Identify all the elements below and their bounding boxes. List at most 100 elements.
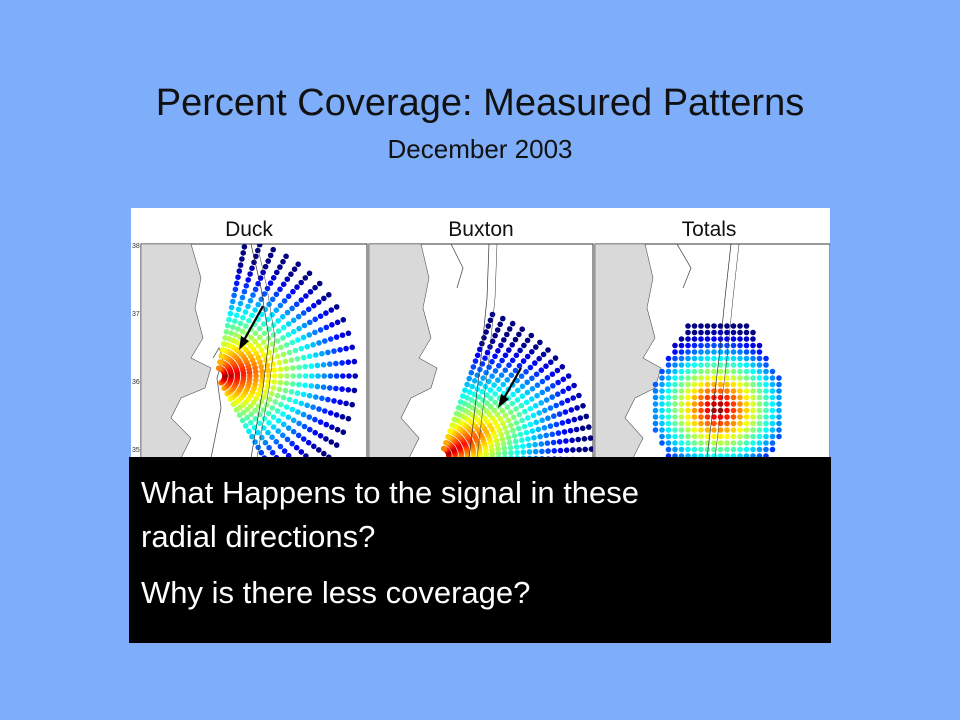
- coverage-dot: [316, 447, 322, 453]
- coverage-dot: [300, 310, 307, 316]
- coverage-dot: [300, 334, 307, 341]
- coverage-dot: [756, 368, 763, 375]
- coverage-dot: [340, 317, 347, 323]
- coverage-dot: [320, 384, 327, 390]
- coverage-dot: [495, 377, 501, 383]
- coverage-dot: [737, 433, 743, 440]
- coverage-dot: [319, 395, 325, 402]
- coverage-dot: [698, 336, 704, 342]
- coverage-dot: [488, 395, 494, 402]
- coverage-dot: [230, 324, 236, 330]
- coverage-dot: [711, 440, 717, 446]
- coverage-dot: [252, 338, 258, 345]
- coverage-dot: [685, 329, 691, 336]
- coverage-dot: [333, 304, 340, 310]
- coverage-dot: [763, 440, 769, 446]
- coverage-dot: [743, 407, 750, 414]
- coverage-dot: [269, 434, 275, 440]
- coverage-dot: [290, 381, 296, 387]
- coverage-dot: [241, 288, 248, 295]
- coverage-dot: [691, 433, 698, 440]
- coverage-dot: [491, 407, 498, 414]
- coverage-dot: [756, 407, 763, 414]
- coverage-dot: [281, 448, 288, 454]
- coverage-dot: [724, 440, 730, 446]
- coverage-dot: [543, 363, 549, 369]
- coverage-dot: [672, 440, 678, 446]
- coverage-dot: [724, 388, 730, 394]
- isobath-line: [256, 244, 276, 458]
- coverage-dot: [296, 420, 302, 427]
- coverage-dot: [333, 334, 340, 340]
- coverage-dots: [652, 323, 782, 458]
- coverage-dot: [295, 261, 301, 267]
- coverage-dot: [523, 399, 530, 406]
- coverage-dot: [769, 440, 776, 446]
- coverage-dot: [691, 329, 698, 336]
- coverage-dot: [492, 399, 498, 406]
- coverage-dot: [266, 349, 273, 356]
- coverage-dot: [486, 364, 492, 370]
- coverage-dot: [472, 378, 478, 384]
- coverage-dot: [255, 343, 262, 349]
- coverage-dot: [301, 322, 308, 329]
- coverage-dot: [678, 433, 685, 440]
- coverage-dot: [685, 414, 691, 420]
- coverage-dot: [750, 342, 756, 349]
- coverage-dot: [296, 364, 302, 371]
- coverage-dot: [290, 288, 296, 295]
- coverage-dot: [750, 427, 756, 433]
- coverage-dot: [331, 398, 337, 404]
- coverage-dot: [237, 300, 244, 307]
- coverage-dot: [704, 407, 711, 414]
- coverage-dot: [685, 368, 691, 375]
- coverage-dot: [665, 433, 672, 440]
- coverage-dot: [221, 341, 227, 347]
- coverage-dot: [730, 388, 737, 394]
- coverage-dot: [776, 427, 782, 433]
- coverage-dot: [730, 336, 737, 342]
- coverage-dot: [236, 268, 243, 274]
- coverage-dot: [730, 414, 737, 420]
- coverage-dot: [466, 375, 473, 382]
- coverage-dot: [544, 440, 551, 446]
- coverage-dot: [737, 368, 743, 375]
- coverage-dot: [310, 404, 316, 410]
- coverage-dot: [276, 386, 283, 393]
- coverage-dot: [333, 360, 339, 367]
- coverage-dot: [311, 443, 317, 450]
- coverage-dot: [711, 420, 717, 427]
- coverage-dot: [313, 352, 319, 358]
- coverage-dot: [750, 446, 756, 453]
- coverage-dot: [672, 381, 678, 388]
- coverage-dot: [501, 450, 508, 456]
- coverage-dot: [730, 342, 737, 349]
- coverage-dot: [505, 434, 512, 441]
- coverage-dot: [528, 332, 535, 339]
- coverage-dot: [235, 326, 241, 332]
- coverage-dot: [563, 447, 570, 453]
- coverage-dot: [275, 418, 282, 424]
- coverage-dot: [652, 394, 659, 401]
- coverage-dot: [223, 329, 230, 335]
- coverage-dot: [743, 414, 750, 420]
- coverage-dot: [300, 411, 307, 418]
- coverage-dot: [769, 446, 776, 453]
- coverage-dot: [685, 433, 691, 440]
- coverage-dot: [249, 433, 255, 440]
- coverage-dot: [504, 429, 510, 436]
- coverage-dot: [288, 389, 295, 395]
- coverage-dot: [288, 271, 294, 277]
- coverage-dot: [294, 284, 300, 290]
- coverage-dot: [672, 414, 678, 420]
- coverage-dot: [483, 369, 489, 376]
- coverage-dot: [495, 348, 501, 354]
- coverage-dot: [550, 383, 556, 389]
- coverage-dot: [346, 373, 352, 379]
- coverage-dot: [247, 271, 253, 277]
- coverage-dot: [264, 402, 270, 408]
- coverage-dot: [763, 388, 769, 394]
- arrow-head: [239, 336, 249, 350]
- land-mass: [369, 244, 438, 458]
- coverage-dot: [743, 349, 750, 355]
